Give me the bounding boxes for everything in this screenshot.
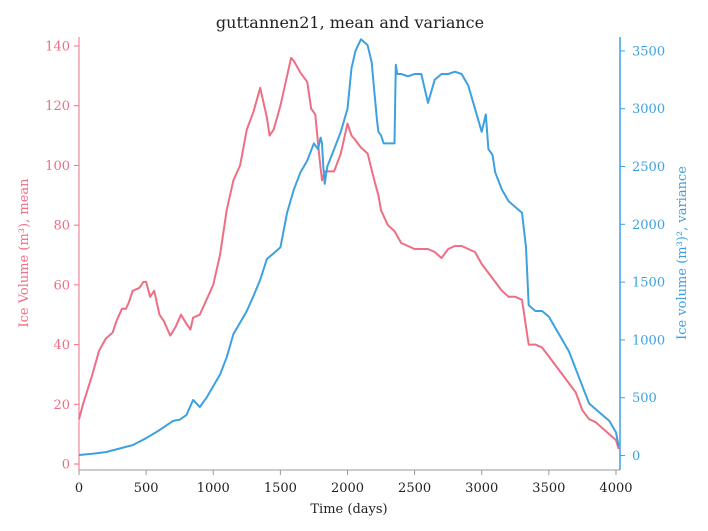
variance-series-line <box>78 38 620 456</box>
right-y-tick-label: 500 <box>632 391 657 406</box>
x-axis-label: Time (days) <box>310 502 387 517</box>
x-tick-label: 4000 <box>599 481 632 496</box>
right-y-tick-label: 0 <box>632 449 640 464</box>
mean-series-line <box>78 56 620 450</box>
chart-title: guttannen21, mean and variance <box>216 13 484 32</box>
left-y-tick-label: 60 <box>53 278 70 293</box>
left-y-tick-label: 140 <box>45 39 70 54</box>
x-tick-label: 1000 <box>197 481 230 496</box>
right-y-axis-label: Ice volume (m³)², variance <box>675 166 690 340</box>
left-y-axis-label: Ice Volume (m³), mean <box>17 178 32 328</box>
series-lines <box>78 38 620 456</box>
left-y-tick-label: 0 <box>62 458 70 473</box>
x-tick-label: 1500 <box>264 481 297 496</box>
x-tick-label: 500 <box>134 481 159 496</box>
left-y-tick-label: 20 <box>53 398 70 413</box>
right-y-tick-label: 2000 <box>632 218 665 233</box>
right-y-tick-label: 2500 <box>632 160 665 175</box>
x-tick-label: 2500 <box>398 481 431 496</box>
right-y-tick-label: 1500 <box>632 276 665 291</box>
x-tick-label: 3500 <box>532 481 565 496</box>
right-y-tick-label: 1000 <box>632 333 665 348</box>
right-y-tick-label: 3500 <box>632 44 665 59</box>
x-tick-label: 0 <box>75 481 83 496</box>
left-y-tick-label: 40 <box>53 338 70 353</box>
x-tick-label: 2000 <box>331 481 364 496</box>
right-y-tick-label: 3000 <box>632 102 665 117</box>
left-y-tick-label: 100 <box>45 159 70 174</box>
left-y-tick-label: 80 <box>53 219 70 234</box>
left-y-tick-label: 120 <box>45 99 70 114</box>
ticks: 0 500 1000 1500 2000 2500 3000 3500 400002040608… <box>45 39 665 496</box>
axes <box>78 37 621 471</box>
x-tick-label: 3000 <box>465 481 498 496</box>
